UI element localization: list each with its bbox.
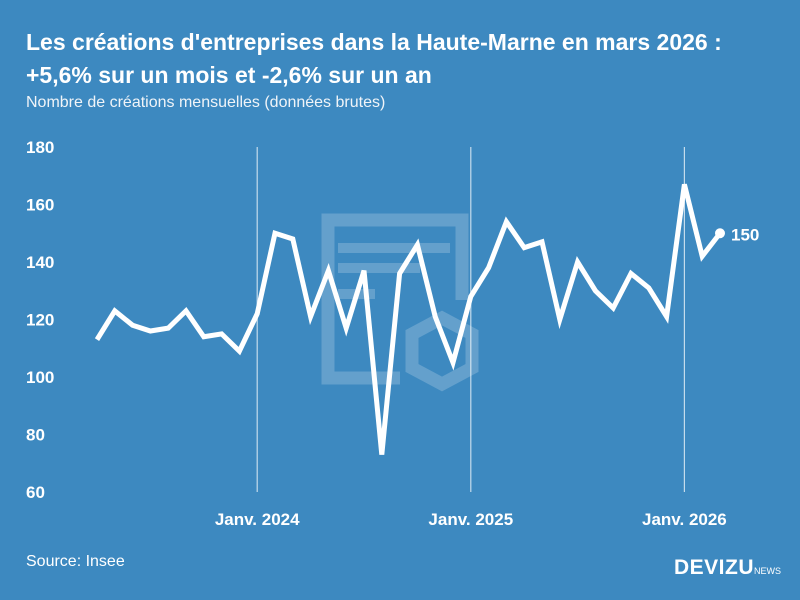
data-point — [219, 331, 224, 336]
series-line — [94, 183, 722, 455]
devizu-logo: DEVIZUNEWS — [674, 556, 781, 580]
logo-main: DEVIZU — [674, 556, 755, 579]
data-point — [468, 294, 473, 299]
y-tick-label: 120 — [26, 311, 54, 330]
data-point — [184, 308, 189, 313]
data-point — [575, 260, 580, 265]
data-point — [540, 239, 545, 244]
data-point — [148, 329, 153, 334]
data-point — [557, 317, 562, 322]
data-point — [379, 452, 384, 457]
data-point — [504, 219, 509, 224]
data-point — [326, 268, 331, 273]
data-point — [593, 288, 598, 293]
y-tick-label: 60 — [26, 483, 45, 502]
data-point — [451, 360, 456, 365]
data-point — [237, 349, 242, 354]
data-point — [201, 334, 206, 339]
logo-suffix: NEWS — [754, 566, 782, 576]
data-point — [646, 285, 651, 290]
data-point — [522, 245, 527, 250]
chart-subtitle: Nombre de créations mensuelles (données … — [26, 94, 386, 111]
data-point — [433, 314, 438, 319]
data-point — [629, 271, 634, 276]
y-tick-label: 160 — [26, 196, 54, 215]
data-point — [166, 326, 171, 331]
data-point — [682, 182, 687, 187]
data-point — [611, 306, 616, 311]
data-point — [700, 254, 705, 259]
y-tick-label: 80 — [26, 426, 45, 445]
y-tick-label: 100 — [26, 368, 54, 387]
data-point — [308, 314, 313, 319]
x-tick-label: Janv. 2026 — [642, 510, 727, 529]
data-point — [95, 337, 100, 342]
data-point — [112, 308, 117, 313]
y-tick-label: 140 — [26, 253, 54, 272]
data-point — [715, 228, 725, 239]
chart-title: Les créations d'entreprises dans la Haut… — [26, 29, 722, 88]
source-note: Source: Insee — [26, 553, 125, 570]
x-tick-label: Janv. 2025 — [428, 510, 513, 529]
data-point — [130, 323, 135, 328]
data-point — [664, 314, 669, 319]
data-point — [273, 231, 278, 236]
data-point — [397, 271, 402, 276]
last-value-label: 150 — [731, 225, 759, 244]
data-point — [344, 326, 349, 331]
data-point — [362, 268, 367, 273]
x-tick-label: Janv. 2024 — [215, 510, 300, 529]
data-point — [255, 311, 260, 316]
y-tick-label: 180 — [26, 138, 54, 157]
data-point — [290, 237, 295, 242]
data-point — [415, 242, 420, 247]
data-point — [486, 265, 491, 270]
